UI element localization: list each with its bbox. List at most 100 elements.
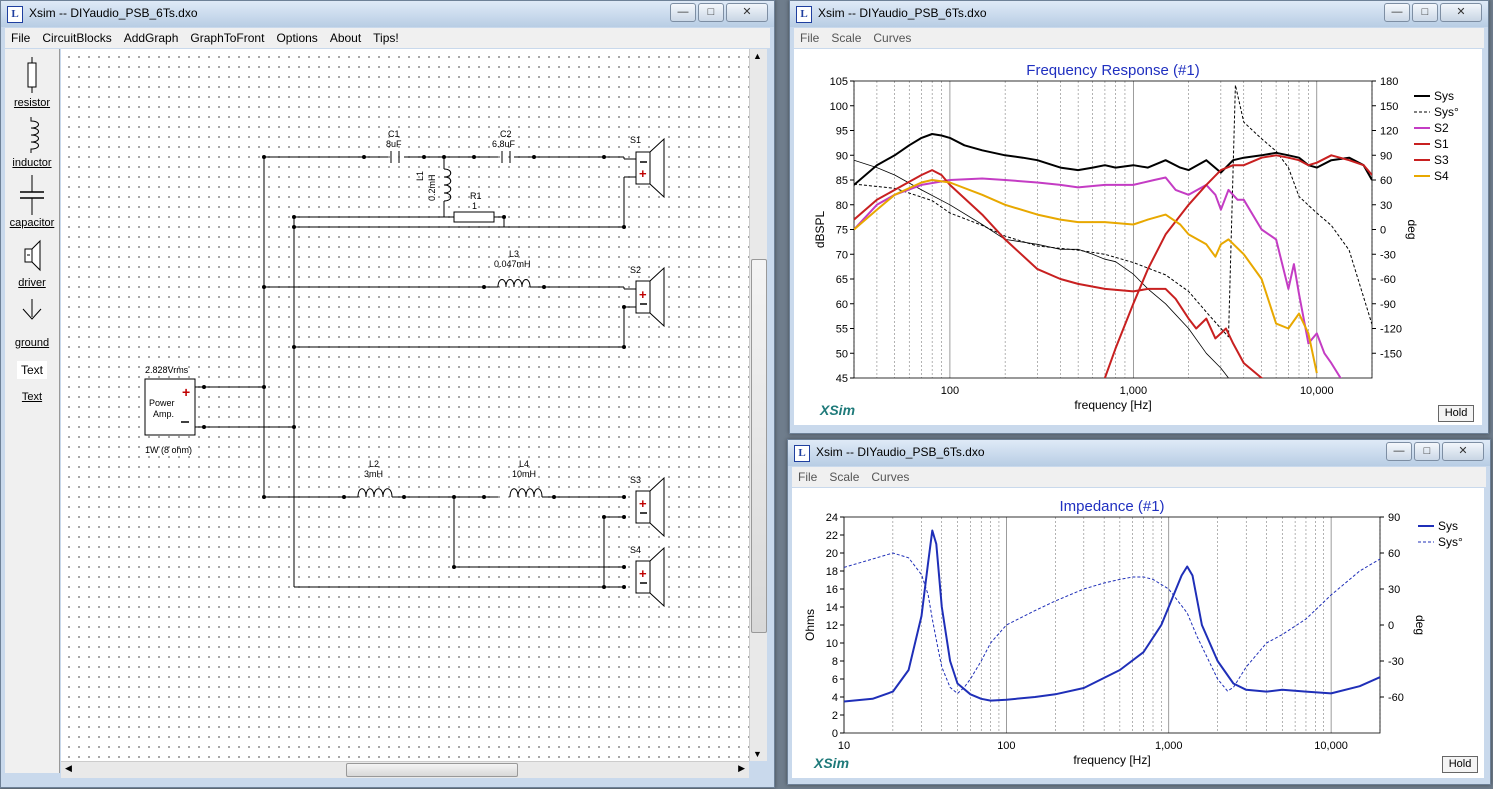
y-tick-label: 80 — [836, 200, 848, 212]
l3-value: 0.047mH — [494, 259, 531, 269]
svg-text:+: + — [182, 384, 190, 400]
scroll-right-arrow[interactable]: ▶ — [738, 763, 745, 773]
y2-tick-label: 60 — [1388, 548, 1400, 560]
horizontal-scroll-thumb[interactable] — [346, 763, 518, 777]
window-controls: — □ ✕ — [668, 3, 768, 22]
hold-button[interactable]: Hold — [1438, 405, 1474, 422]
palette-text[interactable]: Text Text — [5, 361, 59, 411]
menu-about[interactable]: About — [329, 31, 362, 45]
hold-button[interactable]: Hold — [1442, 756, 1478, 773]
palette-ground[interactable]: ground — [5, 295, 59, 351]
menu-file[interactable]: File — [11, 31, 31, 45]
scroll-down-arrow[interactable]: ▼ — [753, 749, 762, 759]
y2-tick-label: 30 — [1388, 584, 1400, 596]
title-bar[interactable]: L Xsim -- DIYaudio_PSB_6Ts.dxo — □ ✕ — [790, 1, 1488, 27]
scroll-up-arrow[interactable]: ▲ — [753, 51, 762, 61]
palette-label: inductor — [12, 157, 52, 169]
window-controls: — □ ✕ — [1384, 442, 1484, 461]
menu-graphtofront[interactable]: GraphToFront — [190, 31, 265, 45]
menu-scale[interactable]: Scale — [829, 470, 860, 484]
scroll-left-arrow[interactable]: ◀ — [65, 763, 72, 773]
palette-inductor[interactable]: inductor — [5, 115, 59, 171]
menu-bar: File Scale Curves — [794, 28, 1484, 48]
y-tick-label: 2 — [832, 710, 838, 722]
vertical-scrollbar[interactable]: ▲ ▼ — [749, 49, 767, 761]
menu-file[interactable]: File — [798, 470, 818, 484]
y-tick-label: 45 — [836, 373, 848, 385]
menu-curves[interactable]: Curves — [871, 470, 910, 484]
amp-name-2: Amp. — [153, 409, 174, 419]
frequency-response-window[interactable]: L Xsim -- DIYaudio_PSB_6Ts.dxo — □ ✕ Fil… — [789, 0, 1489, 434]
menu-circuitblocks[interactable]: CircuitBlocks — [42, 31, 112, 45]
vertical-scroll-thumb[interactable] — [751, 259, 767, 633]
maximize-button[interactable]: □ — [1412, 3, 1438, 22]
y-tick-label: 18 — [826, 566, 838, 578]
series-line-s4 — [854, 179, 1318, 374]
ground-icon — [22, 299, 42, 320]
series-line-sys — [844, 529, 1380, 703]
menu-file[interactable]: File — [800, 31, 820, 45]
c2-value: 6.8uF — [492, 139, 516, 149]
menu-tips[interactable]: Tips! — [373, 31, 399, 45]
inductor-l1 — [443, 168, 452, 202]
app-icon: L — [794, 445, 810, 462]
y-tick-label: 55 — [836, 324, 848, 336]
y-axis-label: Ohms — [803, 609, 817, 641]
c1-value: 8uF — [386, 139, 402, 149]
palette-capacitor[interactable]: capacitor — [5, 175, 59, 231]
y-tick-label: 14 — [826, 602, 838, 614]
menu-scale[interactable]: Scale — [831, 31, 862, 45]
menu-bar: File CircuitBlocks AddGraph GraphToFront… — [5, 28, 770, 48]
y-tick-label: 6 — [832, 674, 838, 686]
maximize-button[interactable]: □ — [698, 3, 724, 22]
close-button[interactable]: ✕ — [1440, 3, 1482, 22]
close-button[interactable]: ✕ — [1442, 442, 1484, 461]
impedance-window[interactable]: L Xsim -- DIYaudio_PSB_6Ts.dxo — □ ✕ Fil… — [787, 439, 1491, 785]
title-bar[interactable]: L Xsim -- DIYaudio_PSB_6Ts.dxo — □ ✕ — [788, 440, 1490, 466]
y-tick-label: 24 — [826, 512, 838, 524]
driver-s3 — [635, 476, 665, 538]
menu-curves[interactable]: Curves — [873, 31, 912, 45]
horizontal-scrollbar[interactable]: ◀ ▶ — [61, 761, 749, 778]
y-tick-label: 12 — [826, 620, 838, 632]
resistor-r1 — [453, 211, 495, 223]
close-button[interactable]: ✕ — [726, 3, 768, 22]
circuit-window[interactable]: L Xsim -- DIYaudio_PSB_6Ts.dxo — □ ✕ Fil… — [0, 0, 775, 788]
y2-tick-label: 90 — [1380, 150, 1392, 162]
minimize-button[interactable]: — — [1384, 3, 1410, 22]
legend-label: Sys — [1434, 89, 1454, 103]
series-line-s1 — [1103, 154, 1372, 378]
chart-title: Impedance (#1) — [1059, 498, 1164, 515]
palette-resistor[interactable]: resistor — [5, 55, 59, 111]
y-tick-label: 65 — [836, 274, 848, 286]
y2-tick-label: -120 — [1380, 324, 1402, 336]
title-bar[interactable]: L Xsim -- DIYaudio_PSB_6Ts.dxo — □ ✕ — [1, 1, 774, 27]
frequency-response-chart[interactable]: 105 100 95 90 85 80 75 70 65 60 55 50 45 180 150 120 90 6… — [794, 49, 1482, 425]
schematic-canvas[interactable]: + + + + + C1 8uF C2 6.8uF L1 0.2mH R1 1 — [61, 49, 749, 761]
menu-options[interactable]: Options — [276, 31, 318, 45]
y2-tick-label: 60 — [1380, 175, 1392, 187]
l4-value: 10mH — [512, 469, 536, 479]
y-tick-label: 60 — [836, 299, 848, 311]
legend-label: S4 — [1434, 169, 1449, 183]
x-tick-label: 1,000 — [1155, 740, 1183, 752]
series-line-unlabeled — [854, 159, 1229, 378]
minimize-button[interactable]: — — [670, 3, 696, 22]
y-tick-label: 0 — [832, 728, 838, 740]
y-axis-label: dBSPL — [813, 210, 827, 248]
amp-power: 1W (8 ohm) — [145, 445, 192, 455]
resistor-icon — [27, 57, 37, 93]
minimize-button[interactable]: — — [1386, 442, 1412, 461]
y-tick-label: 100 — [830, 101, 848, 113]
driver-s2 — [624, 266, 665, 328]
legend-label: Sys — [1438, 519, 1458, 533]
driver-s4 — [635, 546, 665, 608]
xsim-logo: XSim — [814, 755, 850, 771]
y2-tick-label: -90 — [1380, 299, 1396, 311]
menu-addgraph[interactable]: AddGraph — [123, 31, 179, 45]
palette-driver[interactable]: driver — [5, 235, 59, 291]
y-tick-label: 90 — [836, 150, 848, 162]
maximize-button[interactable]: □ — [1414, 442, 1440, 461]
plot-frame — [853, 80, 1373, 379]
